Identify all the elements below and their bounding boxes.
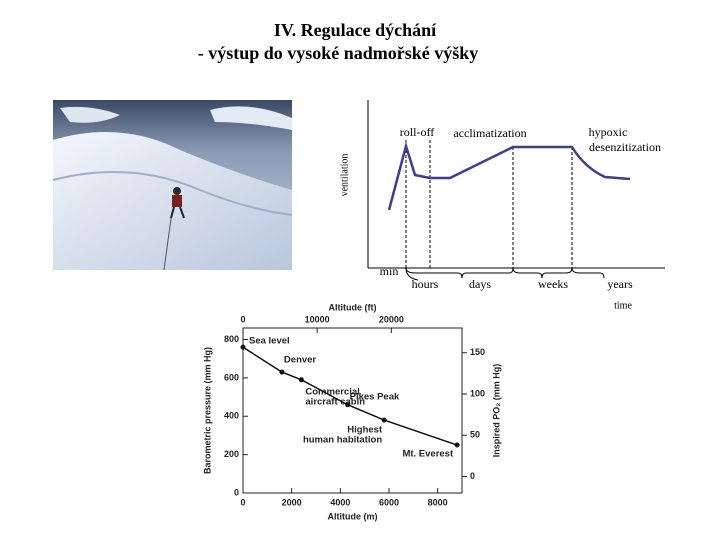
y-tick-label: 600 [224, 372, 239, 382]
x-tick-label: years [607, 277, 633, 291]
point-label: human habitation [303, 435, 382, 446]
x-tick-label: 8000 [428, 497, 448, 507]
point-label: Commercial [305, 386, 359, 397]
x-tick-label: days [469, 277, 491, 291]
y2-tick-label: 100 [470, 388, 485, 398]
phase-dividers [405, 140, 573, 268]
data-point [298, 377, 304, 383]
annotation: acclimatization [453, 126, 526, 140]
annotation: hypoxic [589, 125, 628, 139]
y-axis-title: ventilation [339, 154, 350, 197]
x2-axis-title: Altitude (ft) [329, 302, 377, 312]
y-tick-label: 400 [224, 411, 239, 421]
y-tick-label: 200 [224, 449, 239, 459]
ventilation-curve [387, 141, 631, 211]
y2-tick-label: 50 [470, 430, 480, 440]
x-tick-label: 2000 [282, 497, 302, 507]
x-tick-label: 4000 [330, 497, 350, 507]
y-tick-label: 0 [234, 487, 239, 497]
data-point [279, 369, 285, 375]
x-axis-title: Altitude (m) [328, 511, 378, 521]
title-line: IV. Regulace dýchání [274, 20, 437, 40]
x2-tick-label: 10000 [305, 314, 330, 324]
data-point [345, 402, 351, 408]
annotation: desenzitization [589, 140, 661, 154]
y2-tick-label: 0 [470, 471, 475, 481]
x-axis-title: time [614, 300, 632, 311]
data-point [454, 442, 460, 448]
point-label: Mt. Everest [402, 449, 454, 460]
data-point [240, 344, 246, 350]
y-axis-title: Barometric pressure (mm Hg) [202, 347, 212, 474]
plot-frame [242, 327, 463, 494]
x-tick-label: 6000 [379, 497, 399, 507]
origin-label: min [380, 264, 399, 278]
y2-tick-label: 150 [470, 347, 485, 357]
x2-tick-label: 20000 [379, 314, 404, 324]
title-line: - výstup do vysoké nadmořské výšky [198, 43, 479, 63]
x-tick-label: 0 [240, 497, 245, 507]
point-label: aircraft cabin [305, 396, 365, 407]
point-label: Denver [284, 355, 317, 366]
point-label: Highest [347, 425, 383, 436]
x-tick-label: hours [412, 277, 439, 291]
x-tick-label: weeks [538, 277, 568, 291]
data-point [381, 417, 387, 423]
y2-axis-title: Inspired PO₂ (mm Hg) [491, 364, 501, 458]
photo [52, 100, 293, 271]
time-braces [405, 267, 605, 281]
ventilation-chart: ventilation min time roll-off acclimatiz… [339, 100, 665, 311]
point-label: Sea level [249, 336, 290, 347]
y-tick-label: 800 [224, 334, 239, 344]
x2-tick-label: 0 [240, 314, 245, 324]
annotation: roll-off [400, 125, 434, 139]
point-label: Pikes Peak [350, 391, 400, 402]
pressure-curve [242, 346, 458, 446]
